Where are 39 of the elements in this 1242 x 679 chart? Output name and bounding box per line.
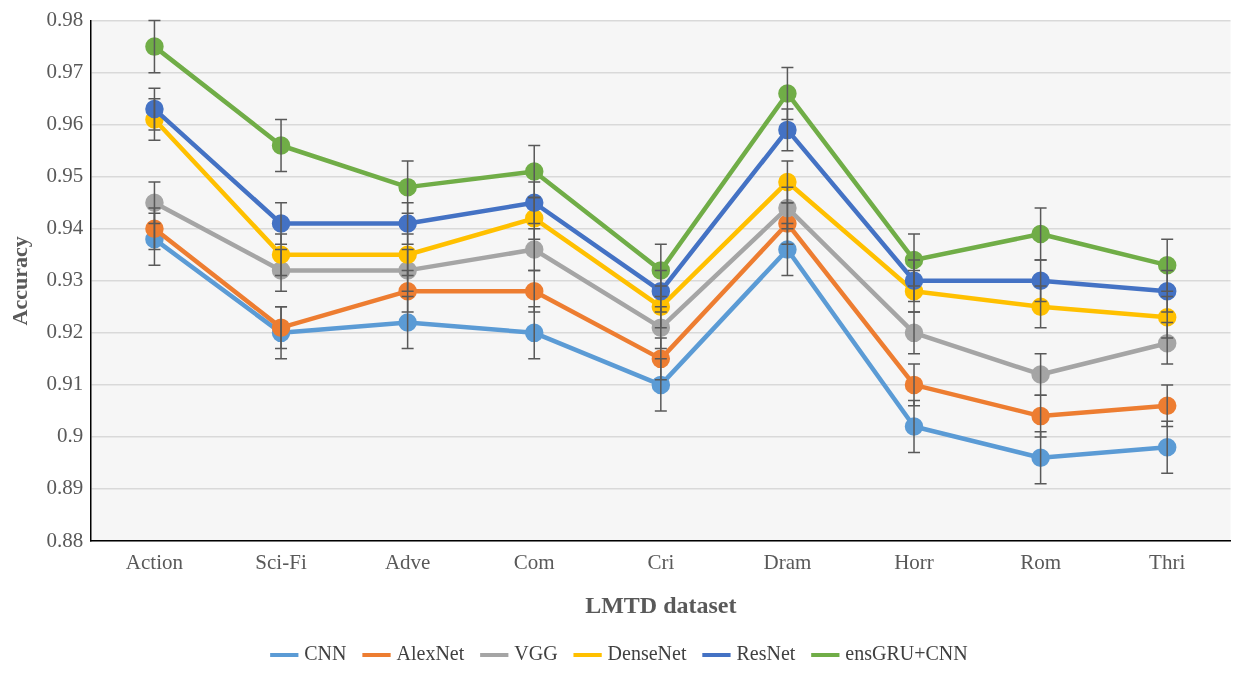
x-tick-label: Horr	[894, 550, 934, 575]
x-tick-label: Com	[513, 550, 555, 575]
y-tick-label: 0.92	[46, 319, 84, 344]
point	[145, 37, 164, 56]
y-tick-label: 0.93	[46, 267, 84, 292]
x-tick-label: Adve	[384, 550, 431, 575]
point	[778, 120, 797, 140]
point	[398, 214, 417, 233]
point	[778, 84, 797, 103]
y-tick-label: 0.97	[46, 59, 84, 84]
point	[145, 99, 164, 119]
point	[1031, 448, 1050, 467]
y-tick-label: 0.95	[46, 163, 84, 188]
legend-label: CNN	[304, 642, 347, 665]
x-tick-label: Rom	[1020, 550, 1062, 575]
x-tick-label: Dram	[763, 550, 812, 575]
x-tick-label: Cri	[647, 550, 675, 575]
point	[1031, 224, 1050, 244]
legend-label: ensGRU+CNN	[845, 642, 968, 665]
x-tick-label: Action	[125, 550, 184, 575]
legend-label: ResNet	[736, 642, 796, 665]
y-tick-label: 0.94	[46, 215, 84, 240]
legend-label: DenseNet	[607, 642, 687, 665]
point	[398, 177, 417, 197]
x-axis-title: LMTD dataset	[585, 591, 737, 618]
point	[1031, 406, 1050, 426]
y-tick-label: 0.88	[46, 527, 84, 552]
y-tick-label: 0.98	[46, 7, 84, 32]
legend-label: AlexNet	[396, 642, 465, 665]
x-tick-label: Thri	[1149, 550, 1186, 575]
y-tick-label: 0.89	[46, 475, 84, 500]
point	[1031, 365, 1050, 384]
legend-label: VGG	[514, 642, 558, 665]
point	[398, 313, 417, 332]
y-tick-label: 0.96	[46, 111, 84, 136]
y-axis-title: Accuracy	[6, 236, 32, 326]
y-tick-label: 0.91	[46, 371, 84, 396]
y-tick-label: 0.9	[56, 423, 84, 448]
x-tick-label: Sci-Fi	[255, 550, 307, 575]
